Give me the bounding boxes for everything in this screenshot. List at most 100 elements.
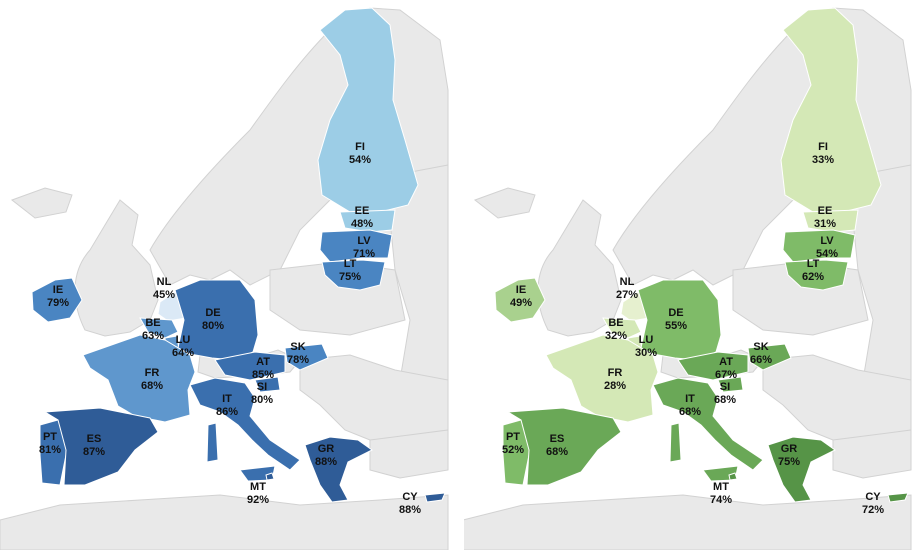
label-code-pt: PT <box>43 431 57 443</box>
country-it <box>652 377 764 471</box>
label-code-nl: NL <box>157 276 172 288</box>
label-code-es: ES <box>550 433 565 445</box>
label-value-lu: 30% <box>635 347 657 359</box>
country-sk <box>747 343 792 371</box>
label-code-fi: FI <box>818 141 828 153</box>
label-code-lu: LU <box>639 334 654 346</box>
label-code-pt: PT <box>506 431 520 443</box>
panel-divider <box>458 0 464 550</box>
country-be <box>602 317 642 339</box>
label-value-fi: 33% <box>812 154 834 166</box>
label-value-cy: 88% <box>399 504 421 516</box>
label-code-lv: LV <box>357 235 371 247</box>
label-code-si: SI <box>720 381 730 393</box>
label-code-si: SI <box>257 381 267 393</box>
label-code-it: IT <box>685 393 695 405</box>
label-value-si: 80% <box>251 394 273 406</box>
label-value-mt: 74% <box>710 494 732 506</box>
country-mt <box>728 472 738 481</box>
country-at <box>677 351 749 381</box>
label-value-be: 63% <box>142 330 164 342</box>
land-turkey <box>832 429 912 479</box>
label-code-cy: CY <box>402 491 418 503</box>
label-value-ee: 48% <box>351 218 373 230</box>
label-value-gr: 75% <box>778 456 800 468</box>
label-value-pt: 52% <box>502 444 524 456</box>
country-be <box>139 317 179 339</box>
label-value-pt: 81% <box>39 444 61 456</box>
country-gr <box>767 436 836 503</box>
label-value-ee: 31% <box>814 218 836 230</box>
country-it-sardinia <box>206 422 219 463</box>
label-value-it: 86% <box>216 406 238 418</box>
label-value-lt: 62% <box>802 271 824 283</box>
label-code-de: DE <box>205 307 220 319</box>
label-code-es: ES <box>87 433 102 445</box>
label-value-lu: 64% <box>172 347 194 359</box>
label-code-lt: LT <box>344 258 357 270</box>
country-cy <box>887 492 909 503</box>
label-value-ie: 49% <box>510 297 532 309</box>
country-fr <box>82 334 196 423</box>
label-value-mt: 92% <box>247 494 269 506</box>
label-value-lv: 54% <box>816 248 838 260</box>
label-value-fr: 28% <box>604 380 626 392</box>
country-ee <box>802 209 859 233</box>
label-code-fi: FI <box>355 141 365 153</box>
country-es <box>43 407 159 486</box>
label-code-mt: MT <box>713 481 729 493</box>
label-value-sk: 78% <box>287 354 309 366</box>
label-code-sk: SK <box>753 341 768 353</box>
label-value-cy: 72% <box>862 504 884 516</box>
label-value-de: 80% <box>202 320 224 332</box>
label-code-gr: GR <box>781 443 798 455</box>
country-sk <box>284 343 329 371</box>
country-si <box>717 376 744 393</box>
land-africa <box>0 494 449 550</box>
label-value-es: 87% <box>83 446 105 458</box>
country-fi <box>317 7 419 213</box>
country-ie <box>494 277 546 323</box>
label-value-nl: 27% <box>616 289 638 301</box>
label-value-at: 85% <box>252 369 274 381</box>
label-code-nl: NL <box>620 276 635 288</box>
label-code-ee: EE <box>355 205 370 217</box>
label-code-be: BE <box>145 317 160 329</box>
label-value-fr: 68% <box>141 380 163 392</box>
country-es <box>506 407 622 486</box>
country-fr <box>545 334 659 423</box>
country-fi <box>780 7 882 213</box>
label-code-de: DE <box>668 307 683 319</box>
country-gr <box>304 436 373 503</box>
label-code-mt: MT <box>250 481 266 493</box>
country-lv <box>782 229 856 263</box>
country-si <box>254 376 281 393</box>
country-lt <box>321 259 386 291</box>
label-code-ie: IE <box>53 284 63 296</box>
country-it <box>189 377 301 471</box>
label-value-nl: 45% <box>153 289 175 301</box>
label-code-lu: LU <box>176 334 191 346</box>
label-value-be: 32% <box>605 330 627 342</box>
label-value-ie: 79% <box>47 297 69 309</box>
label-value-lv: 71% <box>353 248 375 260</box>
country-ee <box>339 209 396 233</box>
label-code-lv: LV <box>820 235 834 247</box>
label-value-it: 68% <box>679 406 701 418</box>
label-code-cy: CY <box>865 491 881 503</box>
label-code-gr: GR <box>318 443 335 455</box>
country-it-sardinia <box>669 422 682 463</box>
land-iceland <box>473 187 536 219</box>
label-code-it: IT <box>222 393 232 405</box>
country-lt <box>784 259 849 291</box>
land-iceland <box>10 187 73 219</box>
label-value-at: 67% <box>715 369 737 381</box>
label-code-at: AT <box>256 356 270 368</box>
country-cy <box>424 492 446 503</box>
label-code-fr: FR <box>145 367 160 379</box>
label-code-sk: SK <box>290 341 305 353</box>
